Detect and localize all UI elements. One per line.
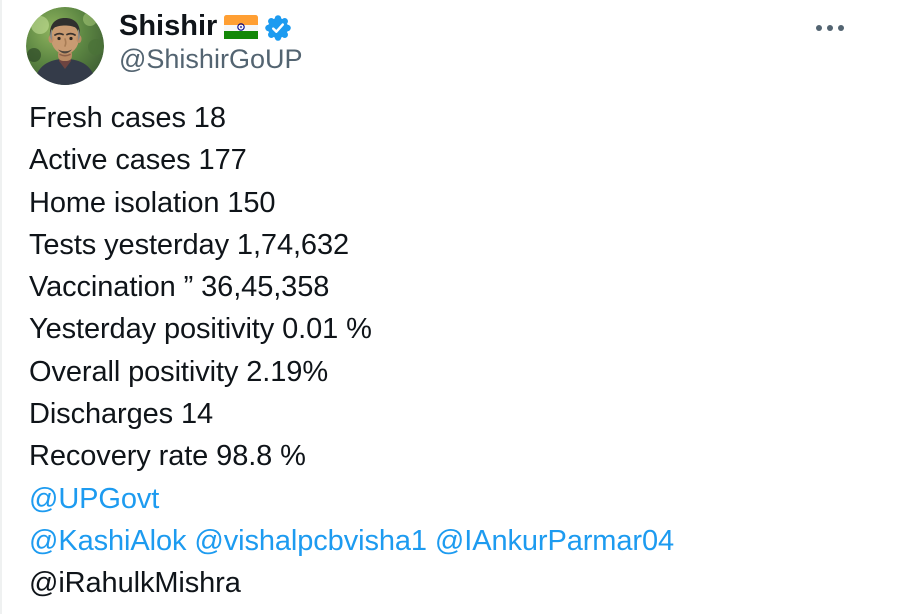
- tweet-stat-line: Fresh cases 18: [29, 102, 226, 134]
- avatar[interactable]: [26, 7, 104, 85]
- mention-link-kashialok[interactable]: @KashiAlok: [29, 524, 187, 557]
- plain-mention: @iRahulkMishra: [29, 567, 241, 600]
- tweet-stat-line: Vaccination ” 36,45,358: [29, 271, 330, 304]
- mention-row: @UPGovt: [29, 478, 878, 520]
- mention-link-vishalpcbvisha1[interactable]: @vishalpcbvisha1: [194, 524, 427, 557]
- tweet-stat-line: Recovery rate 98.8 %: [29, 440, 306, 473]
- verified-badge-icon: [265, 14, 292, 41]
- mention-link-upgovt[interactable]: @UPGovt: [29, 482, 160, 515]
- author-name[interactable]: Shishir: [119, 10, 218, 42]
- author-handle[interactable]: @ShishirGoUP: [119, 44, 303, 74]
- profile-photo: [26, 7, 104, 85]
- more-button[interactable]: [814, 19, 846, 37]
- more-horizontal-icon: [816, 25, 822, 31]
- tweet-text: Fresh cases 18 Active cases 177 Home iso…: [29, 97, 878, 605]
- mention-row: @KashiAlok @vishalpcbvisha1 @IAnkurParma…: [29, 520, 878, 562]
- tweet-stat-line: Discharges 14: [29, 398, 214, 431]
- tweet-header: Shishir: [26, 7, 874, 85]
- author-block: Shishir: [119, 7, 302, 74]
- tweet-stat-line: Tests yesterday 1,74,632: [29, 228, 350, 261]
- tweet-stat-line: Yesterday positivity 0.01 %: [29, 313, 372, 346]
- india-flag-icon: [224, 15, 259, 39]
- mention-link-iankurparmar04[interactable]: @IAnkurParmar04: [434, 524, 675, 557]
- tweet-stat-line: Overall positivity 2.19%: [29, 355, 328, 388]
- tweet-stat-line: Home isolation 150: [29, 186, 276, 219]
- tweet-stat-line: Active cases 177: [29, 144, 247, 177]
